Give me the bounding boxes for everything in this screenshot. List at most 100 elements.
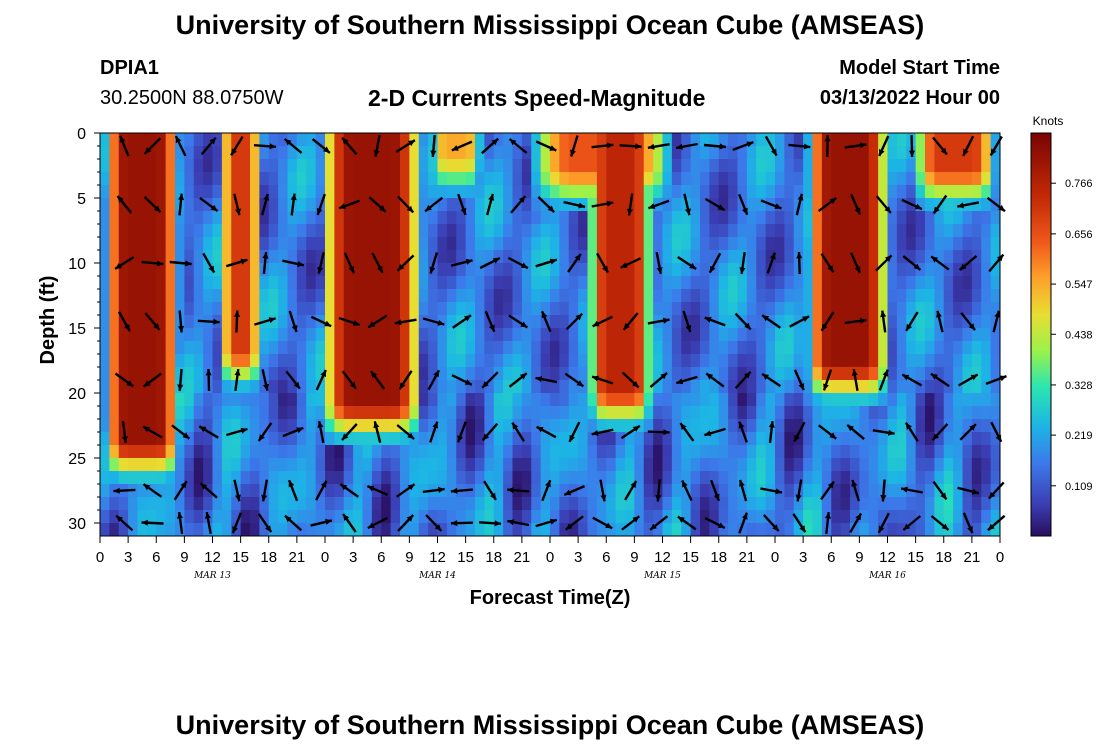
heatmap-cell: [512, 419, 523, 433]
heatmap-cell: [475, 328, 485, 342]
heatmap-cell: [512, 367, 523, 381]
heatmap-cell: [709, 380, 720, 394]
heatmap-cell: [709, 237, 720, 251]
heatmap-cell: [821, 471, 832, 485]
heatmap-cell: [381, 289, 392, 303]
heatmap-cell: [137, 133, 148, 147]
vector-head: [406, 515, 414, 522]
heatmap-cell: [662, 380, 673, 394]
vector-head: [549, 145, 557, 151]
heatmap-cell: [446, 185, 457, 199]
heatmap-cell: [953, 185, 963, 199]
heatmap-cell: [831, 523, 842, 537]
heatmap-cell: [221, 237, 232, 251]
heatmap-cell: [353, 471, 363, 485]
vector-head: [744, 371, 751, 379]
heatmap-cell: [831, 263, 842, 277]
heatmap-cell: [156, 484, 167, 498]
heatmap-cell: [925, 341, 935, 355]
heatmap-cell: [953, 263, 963, 277]
heatmap-cell: [550, 276, 560, 290]
heatmap-cell: [343, 328, 354, 342]
current-vector: [200, 136, 217, 156]
heatmap-cell: [128, 458, 138, 472]
vector-head: [323, 146, 330, 153]
heatmap-cell: [746, 224, 757, 238]
current-vector: [282, 426, 304, 438]
heatmap-cell: [456, 146, 467, 160]
heatmap-cell: [784, 315, 795, 329]
heatmap-cell: [690, 380, 701, 394]
heatmap-cell: [643, 484, 654, 498]
heatmap-cell: [587, 497, 598, 511]
heatmap-cell: [634, 224, 645, 238]
heatmap-cell: [578, 393, 588, 407]
heatmap-cell: [690, 302, 701, 316]
heatmap-cell: [559, 328, 570, 342]
heatmap-cell: [962, 510, 973, 524]
heatmap-cell: [700, 523, 710, 537]
heatmap-cell: [503, 172, 513, 186]
current-vector: [478, 520, 502, 527]
heatmap-cell: [821, 497, 832, 511]
heatmap-cell: [756, 263, 767, 277]
heatmap-cell: [550, 133, 560, 147]
heatmap-cell: [737, 211, 748, 225]
heatmap-cell: [934, 159, 945, 173]
heatmap-cell: [690, 172, 701, 186]
heatmap-cell: [390, 133, 401, 147]
heatmap-cell: [596, 237, 607, 251]
heatmap-cell: [390, 250, 401, 264]
vector-head: [370, 371, 378, 379]
heatmap-cell: [634, 432, 645, 446]
current-vector: [932, 194, 948, 215]
heatmap-cell: [184, 159, 195, 173]
heatmap-cell: [193, 276, 204, 290]
current-vector: [398, 370, 413, 390]
heatmap-cell: [559, 250, 570, 264]
heatmap-cell: [953, 354, 963, 368]
heatmap-cell: [756, 250, 767, 264]
vector-head: [507, 487, 514, 494]
heatmap-cell: [568, 302, 579, 316]
heatmap-cell: [878, 211, 888, 225]
heatmap-cell: [465, 133, 476, 147]
heatmap-cell: [559, 289, 570, 303]
heatmap-cell: [437, 406, 448, 420]
heatmap-cell: [456, 211, 467, 225]
heatmap-cell: [343, 276, 354, 290]
heatmap-cell: [231, 406, 242, 420]
heatmap-cell: [765, 133, 776, 147]
heatmap-cell: [943, 419, 954, 433]
heatmap-cell: [259, 445, 270, 459]
heatmap-cell: [128, 289, 138, 303]
heatmap-cell: [146, 289, 157, 303]
heatmap-cell: [212, 250, 223, 264]
heatmap-cell: [803, 159, 813, 173]
heatmap-cell: [203, 133, 213, 147]
heatmap-cell: [343, 341, 354, 355]
current-vector: [451, 374, 473, 386]
heatmap-cell: [943, 367, 954, 381]
heatmap-cell: [681, 302, 692, 316]
heatmap-cell: [503, 198, 513, 212]
heatmap-cell: [334, 523, 345, 537]
current-vector: [338, 316, 361, 327]
current-vector: [230, 135, 244, 157]
heatmap-cell: [690, 237, 701, 251]
heatmap-cell: [109, 289, 120, 303]
heatmap-cell: [146, 393, 157, 407]
heatmap-cell: [578, 198, 588, 212]
heatmap-cell: [353, 445, 363, 459]
current-vector: [204, 511, 212, 535]
heatmap-cell: [915, 237, 926, 251]
heatmap-cell: [240, 159, 251, 173]
heatmap-cell: [184, 185, 195, 199]
heatmap-cell: [175, 471, 185, 485]
heatmap-cell: [296, 276, 307, 290]
heatmap-cell: [353, 393, 363, 407]
heatmap-cell: [831, 458, 842, 472]
heatmap-cell: [915, 302, 926, 316]
heatmap-cell: [606, 419, 617, 433]
heatmap-cell: [175, 328, 185, 342]
